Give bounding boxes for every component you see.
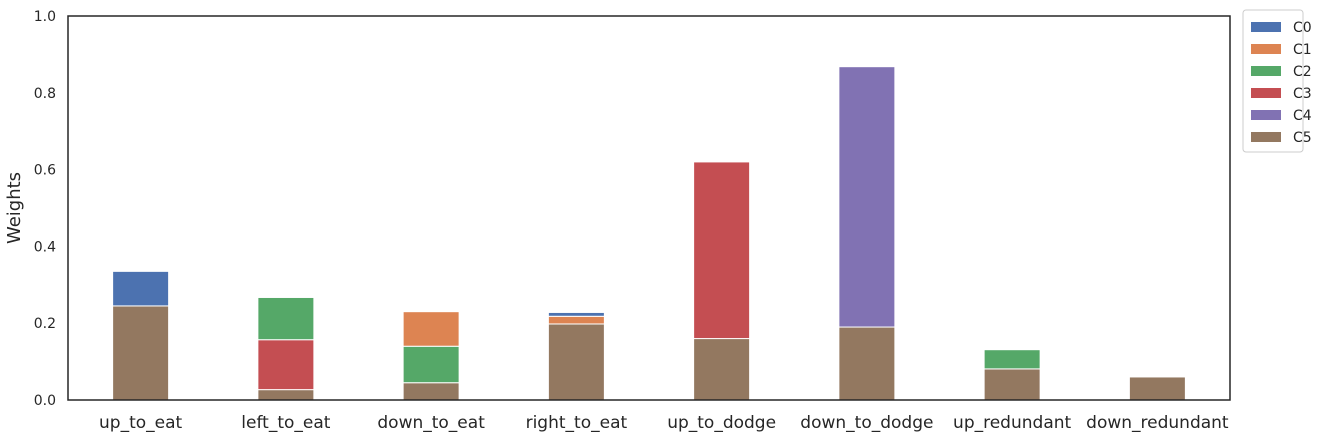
bar-down_to_eat-C5 xyxy=(402,382,460,401)
x-tick-label-up_redundant: up_redundant xyxy=(953,413,1071,433)
y-tick-label: 0.8 xyxy=(34,86,56,102)
legend-label-C0: C0 xyxy=(1293,20,1312,36)
y-tick-label: 0.4 xyxy=(34,239,56,255)
legend: C0 C1 C2 C3 C4 C5 xyxy=(1242,9,1312,153)
x-tick-label-left_to_eat: left_to_eat xyxy=(241,413,330,433)
bar-down_to_eat-C1 xyxy=(402,311,460,347)
legend-swatch-C4 xyxy=(1251,110,1281,120)
legend-swatch-C3 xyxy=(1251,88,1281,98)
bar-right_to_eat-C5 xyxy=(547,323,605,401)
bar-left_to_eat-C5 xyxy=(257,389,315,401)
bar-up_to_dodge-C5 xyxy=(693,338,751,401)
y-ticks: 0.0 0.2 0.4 0.6 0.8 1.0 xyxy=(34,9,56,409)
x-tick-label-up_to_dodge: up_to_dodge xyxy=(667,413,776,433)
x-tick-label-right_to_eat: right_to_eat xyxy=(526,413,628,433)
bar-down_to_eat-C2 xyxy=(402,345,460,384)
y-tick-label: 1.0 xyxy=(34,9,56,25)
x-tick-label-down_to_eat: down_to_eat xyxy=(377,413,485,433)
bar-down_to_dodge-C5 xyxy=(838,326,896,401)
bar-right_to_eat-C0 xyxy=(547,311,605,317)
x-tick-label-down_to_dodge: down_to_dodge xyxy=(800,413,933,433)
bar-up_redundant-C5 xyxy=(983,368,1041,401)
legend-swatch-C5 xyxy=(1251,132,1281,142)
bars-layer xyxy=(112,66,1186,401)
x-tick-label-down_redundant: down_redundant xyxy=(1086,413,1229,433)
bar-left_to_eat-C2 xyxy=(257,296,315,341)
legend-label-C4: C4 xyxy=(1293,108,1312,124)
bar-left_to_eat-C3 xyxy=(257,339,315,391)
bar-up_redundant-C2 xyxy=(983,349,1041,370)
y-axis-title: Weights xyxy=(4,172,25,244)
legend-label-C3: C3 xyxy=(1293,86,1312,102)
legend-swatch-C2 xyxy=(1251,66,1281,76)
bar-up_to_eat-C5 xyxy=(112,305,170,401)
bar-down_redundant-C5 xyxy=(1128,376,1186,401)
bar-right_to_eat-C1 xyxy=(547,315,605,325)
bar-up_to_eat-C0 xyxy=(112,270,170,307)
legend-label-C2: C2 xyxy=(1293,64,1312,80)
y-tick-label: 0.2 xyxy=(34,316,56,332)
legend-swatch-C0 xyxy=(1251,22,1281,32)
x-tick-labels: up_to_eat left_to_eat down_to_eat right_to_… xyxy=(99,413,1229,433)
bar-down_to_dodge-C4 xyxy=(838,66,896,328)
legend-label-C1: C1 xyxy=(1293,42,1312,58)
x-tick-label-up_to_eat: up_to_eat xyxy=(99,413,183,433)
y-tick-label: 0.0 xyxy=(34,393,56,409)
bar-up_to_dodge-C3 xyxy=(693,161,751,340)
legend-swatch-C1 xyxy=(1251,44,1281,54)
legend-label-C5: C5 xyxy=(1293,130,1312,146)
plot-frame xyxy=(67,15,1231,401)
y-tick-label: 0.6 xyxy=(34,163,56,179)
